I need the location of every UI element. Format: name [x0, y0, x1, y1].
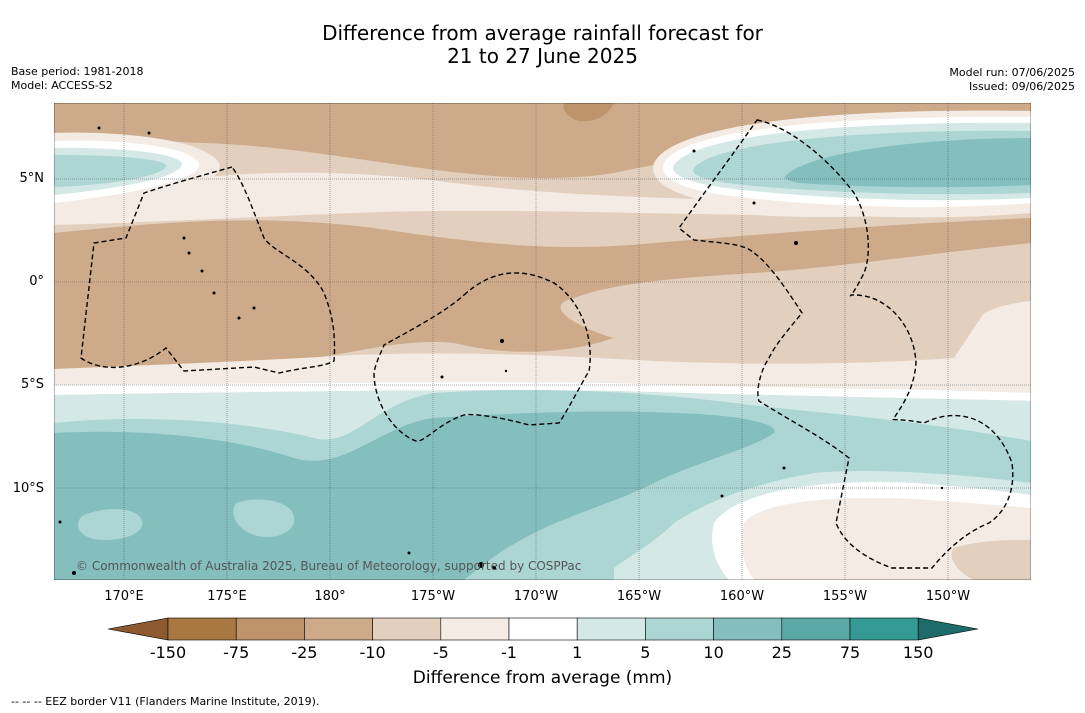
colorbar-tick-label: 25: [771, 643, 792, 662]
model-run: Model run: 07/06/2025: [949, 66, 1075, 79]
colorbar-tick-label: -150: [149, 643, 187, 662]
colorbar-segment: [781, 617, 851, 641]
colorbar-segment: [508, 617, 578, 641]
lon-label-160w: 160°W: [719, 589, 765, 604]
light-band-north: [54, 172, 1031, 225]
colorbar-segment: [167, 617, 237, 641]
model-name: Model: ACCESS-S2: [11, 79, 113, 92]
colorbar-title: Difference from average (mm): [412, 668, 673, 688]
lon-label-175e: 175°E: [207, 589, 247, 604]
lon-label-170w: 170°W: [513, 589, 559, 604]
colorbar-tick-label: -10: [359, 643, 386, 662]
colorbar-segment: [849, 617, 919, 641]
equatorial-dry-band: [54, 218, 1031, 369]
colorbar-segment: [235, 617, 305, 641]
southern-wet-region: [54, 390, 1031, 580]
map-title: Difference from average rainfall forecas…: [0, 22, 1085, 68]
lon-label-165w: 165°W: [616, 589, 662, 604]
colorbar-tick-label: 150: [902, 643, 934, 662]
southeast-dry-cell: [712, 482, 1031, 580]
colorbar-tick-label: 1: [572, 643, 583, 662]
lon-label-170e: 170°E: [104, 589, 144, 604]
title-line-2: 21 to 27 June 2025: [447, 44, 638, 68]
northeast-wet-cell: [653, 110, 1031, 218]
base-period: Base period: 1981-2018: [11, 65, 144, 78]
lon-label-180: 180°: [314, 589, 346, 604]
neutral-band: [54, 382, 1031, 401]
colorbar: [108, 617, 978, 641]
title-line-1: Difference from average rainfall forecas…: [322, 21, 763, 45]
lon-label-150w: 150°W: [925, 589, 971, 604]
colorbar-segment: [645, 617, 714, 641]
copyright-notice: © Commonwealth of Australia 2025, Bureau…: [76, 559, 581, 573]
lat-label-10s: 10°S: [12, 481, 44, 496]
eez-borders: [80, 119, 1014, 569]
colorbar-min-extension: [108, 617, 169, 641]
rainfall-map: © Commonwealth of Australia 2025, Bureau…: [54, 103, 1031, 580]
issued-date: Issued: 09/06/2025: [968, 80, 1075, 93]
colorbar-segment: [576, 617, 646, 641]
colorbar-segment: [372, 617, 442, 641]
lon-label-175w: 175°W: [410, 589, 456, 604]
north-dry-patch: [563, 103, 614, 122]
eez-legend: -- -- -- EEZ border V11 (Flanders Marine…: [11, 695, 320, 708]
colorbar-max-extension: [917, 617, 978, 641]
colorbar-tick-label: -75: [223, 643, 250, 662]
colorbar-tick-label: 10: [703, 643, 724, 662]
lat-label-0: 0°: [29, 274, 44, 289]
colorbar-segment: [304, 617, 373, 641]
meta-left: Base period: 1981-2018 Model: ACCESS-S2: [11, 65, 143, 93]
light-band-south: [54, 301, 1031, 393]
lat-label-5n: 5°N: [19, 171, 45, 186]
colorbar-tick-label: 75: [839, 643, 861, 662]
graticule: [54, 103, 1031, 580]
meta-right: Model run: 07/06/2025 Issued: 09/06/2025: [949, 66, 1075, 94]
colorbar-tick-label: -1: [501, 643, 517, 662]
lon-label-155w: 155°W: [822, 589, 868, 604]
islands: [58, 126, 944, 575]
colorbar-tick-label: -5: [432, 643, 449, 662]
colorbar-segment: [440, 617, 510, 641]
lat-label-5s: 5°S: [20, 377, 44, 392]
colorbar-segment: [713, 617, 783, 641]
colorbar-tick-label: -25: [291, 643, 318, 662]
colorbar-tick-label: 5: [640, 643, 651, 662]
